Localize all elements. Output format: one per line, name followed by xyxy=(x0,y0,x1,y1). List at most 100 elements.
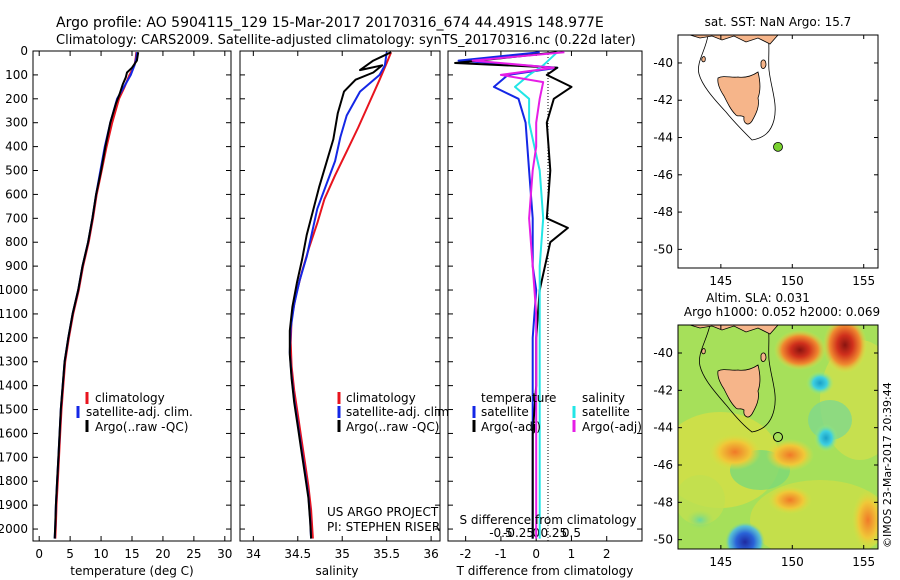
difference-xlabel: T difference from climatology xyxy=(456,564,634,578)
map-y-tick-label: -46 xyxy=(653,458,673,472)
x-tick-label: 35 xyxy=(335,547,350,561)
sla-flinders-island-land xyxy=(760,352,767,362)
temperature-xlabel: temperature (deg C) xyxy=(70,564,193,578)
series-line-s-argo-adj- xyxy=(471,51,565,539)
pi-label: PI: STEPHEN RISER xyxy=(327,520,440,534)
sla-float-marker xyxy=(773,432,783,442)
legend-label-t-satellite: satellite xyxy=(481,405,529,419)
sla-heatmap xyxy=(678,325,878,549)
map-y-tick-label: -40 xyxy=(653,56,673,70)
depth-tick-label: 1500 xyxy=(0,403,28,417)
map-y-tick-label: -42 xyxy=(653,383,673,397)
x-tick-label: 10 xyxy=(93,547,108,561)
top-scale-label: 0.5 xyxy=(562,526,581,540)
sla-map: Altim. SLA: 0.031 Argo h1000: 0.052 h200… xyxy=(653,291,880,569)
x-tick-label: 34 xyxy=(246,547,261,561)
depth-tick-label: 400 xyxy=(5,140,28,154)
sla-king-island-land xyxy=(701,348,706,355)
salinity-panel: 34 34.5 35 35.5 36 salinity climatology sate… xyxy=(239,50,453,578)
x-tick-label: 20 xyxy=(155,547,170,561)
map-x-tick-label: 150 xyxy=(781,274,804,288)
x-tick-label: 0 xyxy=(35,547,43,561)
map-y-tick-label: -48 xyxy=(653,205,673,219)
depth-tick-label: 700 xyxy=(5,211,28,225)
depth-tick-label: 2000 xyxy=(0,522,28,536)
sla-tasmania-land xyxy=(717,364,761,418)
depth-tick-label: 800 xyxy=(5,235,28,249)
difference-lines xyxy=(454,51,573,539)
map-x-tick-label: 155 xyxy=(852,274,875,288)
legend-label-satellite: satellite-adj. clim. xyxy=(346,405,453,419)
depth-tick-label: 1300 xyxy=(0,355,28,369)
sla-map-subtitle: Argo h1000: 0.052 h2000: 0.069 xyxy=(684,305,880,319)
legend-label-t-argo: Argo(-adj) xyxy=(481,420,541,434)
depth-tick-label: 0 xyxy=(20,44,28,58)
depth-tick-label: 100 xyxy=(5,68,28,82)
temperature-legend: climatology satellite-adj. clim. Argo(..… xyxy=(76,391,193,434)
depth-tick-label: 1100 xyxy=(0,307,28,321)
salinity-lines xyxy=(288,51,393,539)
depth-tick-label: 500 xyxy=(5,164,28,178)
salinity-x-axis: 34 34.5 35 35.5 36 xyxy=(240,50,440,561)
legend-label-satellite: satellite-adj. clim. xyxy=(86,405,193,419)
map-y-tick-label: -44 xyxy=(653,131,673,145)
sla-mainland-land xyxy=(689,325,779,335)
x-tick-label: 35.5 xyxy=(373,547,400,561)
sst-map-frame xyxy=(677,34,879,269)
sst-depth-contour xyxy=(698,35,776,141)
x-tick-label: 25 xyxy=(186,547,201,561)
depth-tick-label: 1000 xyxy=(0,283,28,297)
map-y-tick-label: -50 xyxy=(653,242,673,256)
depth-tick-label: 1800 xyxy=(0,474,28,488)
legend-label-climatology: climatology xyxy=(346,391,416,405)
difference-axes-frame xyxy=(447,50,643,542)
sla-depth-contour xyxy=(699,325,776,433)
map-y-tick-label: -46 xyxy=(653,168,673,182)
figure-title: Argo profile: AO 5904115_129 15-Mar-2017… xyxy=(56,15,604,31)
x-tick-label: 15 xyxy=(124,547,139,561)
depth-tick-label: 1200 xyxy=(0,331,28,345)
top-scale-label: 0.25 xyxy=(540,526,567,540)
difference-xlabel-top: S difference from climatology xyxy=(460,513,637,527)
map-x-tick-label: 145 xyxy=(709,274,732,288)
sst-map: sat. SST: NaN Argo: 15.7 145 150 155 -40 -42… xyxy=(653,15,879,288)
figure-subtitle: Climatology: CARS2009. Satellite-adjuste… xyxy=(56,33,636,48)
depth-tick-label: 1600 xyxy=(0,426,28,440)
map-y-tick-label: -50 xyxy=(653,533,673,547)
depth-tick-label: 200 xyxy=(5,92,28,106)
tasmania-land xyxy=(717,71,761,125)
map-x-tick-label: 145 xyxy=(709,555,732,569)
depth-tick-label: 300 xyxy=(5,116,28,130)
depth-tick-label: 600 xyxy=(5,187,28,201)
depth-tick-label: 1400 xyxy=(0,379,28,393)
sla-map-axes: 145 150 155 -40 -42 -44 -46 -48 -50 xyxy=(653,325,878,569)
sst-map-axes: 145 150 155 -40 -42 -44 -46 -48 -50 xyxy=(653,35,878,288)
temperature-panel: 0100200300400500600700800900100011001200… xyxy=(0,44,232,578)
depth-tick-label: 1900 xyxy=(0,498,28,512)
legend-label-argo: Argo(..raw -QC) xyxy=(346,420,439,434)
x-tick-label: 2 xyxy=(603,547,611,561)
top-scale-label: -0.25 xyxy=(503,526,534,540)
temperature-lines xyxy=(53,52,140,539)
x-tick-label: 1 xyxy=(568,547,576,561)
mainland-land xyxy=(689,35,779,45)
king-island-land xyxy=(701,56,706,63)
series-line-argo-raw-qc- xyxy=(53,52,140,539)
depth-tick-label: 900 xyxy=(5,259,28,273)
series-line-argo-raw-qc- xyxy=(288,51,392,539)
x-tick-label: -2 xyxy=(460,547,472,561)
x-tick-label: -1 xyxy=(495,547,507,561)
x-tick-label: 34.5 xyxy=(284,547,311,561)
imos-credit: ©IMOS 23-Mar-2017 20:39:44 xyxy=(881,382,894,548)
depth-axis: 0 100 200 300 400 500 600 700 800 900 1000 1100 1200… xyxy=(0,44,28,536)
map-x-tick-label: 150 xyxy=(781,555,804,569)
map-y-tick-label: -40 xyxy=(653,346,673,360)
legend-label-s-argo: Argo(-adj) xyxy=(582,420,642,434)
sla-map-title: Altim. SLA: 0.031 xyxy=(706,291,810,305)
x-tick-label: 5 xyxy=(66,547,74,561)
salinity-legend: climatology satellite-adj. clim. Argo(..… xyxy=(337,391,453,434)
sla-map-frame xyxy=(677,324,879,550)
sst-float-marker xyxy=(773,141,783,152)
salinity-xlabel: salinity xyxy=(315,564,358,578)
